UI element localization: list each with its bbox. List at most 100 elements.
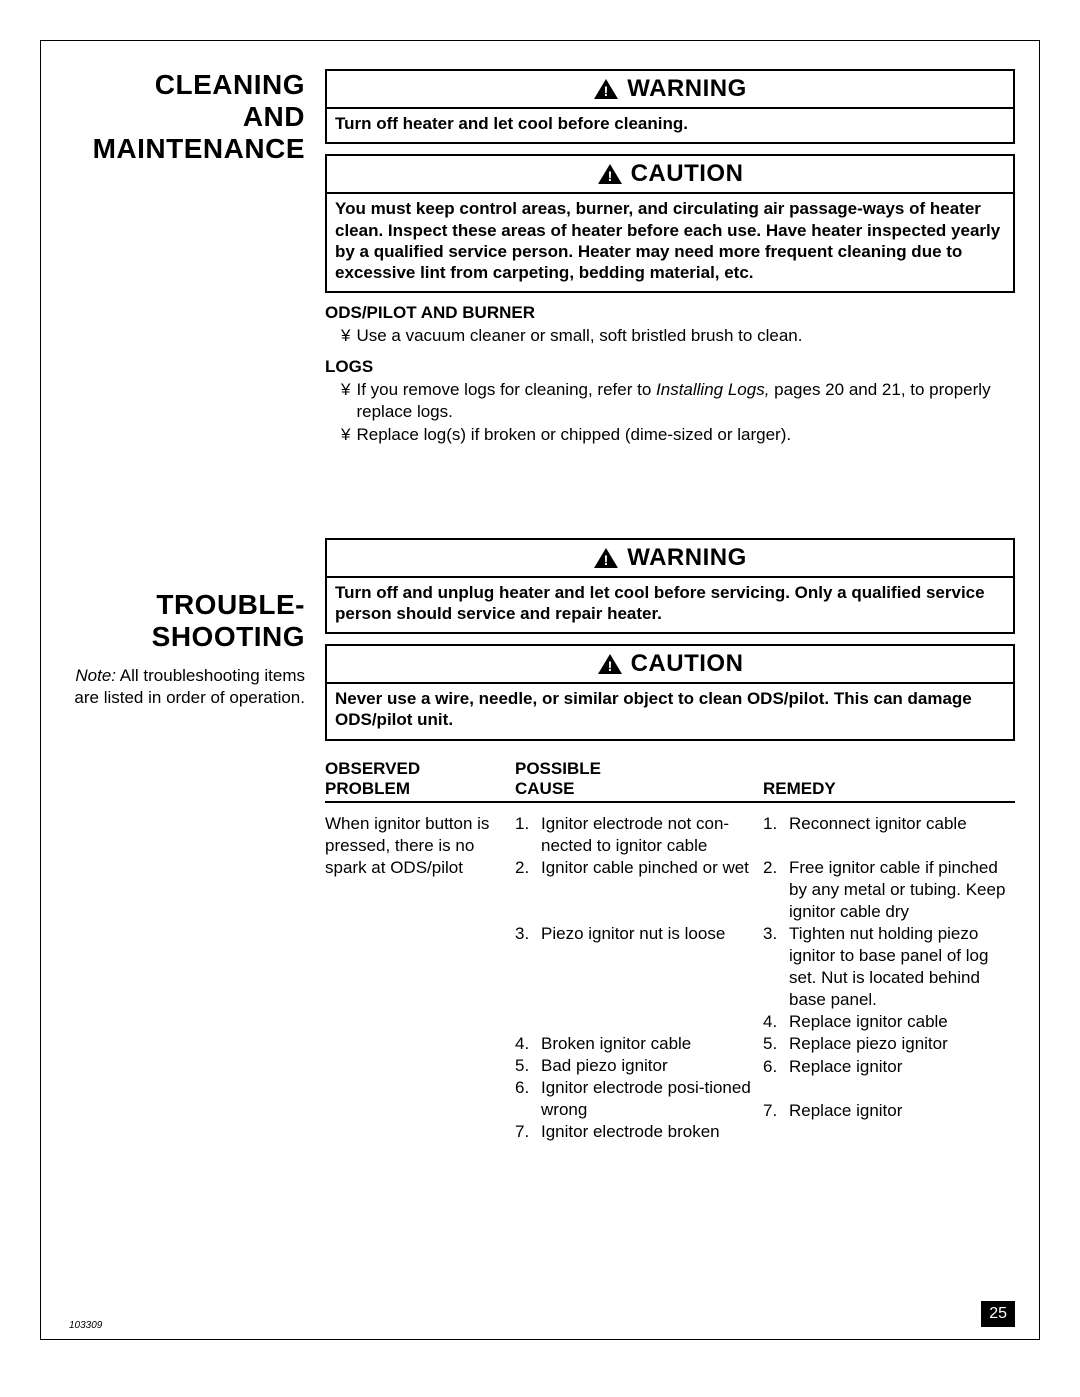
cause-text: Ignitor electrode not con-nected to igni… [541, 813, 763, 857]
remedy-text: Replace piezo ignitor [789, 1033, 1015, 1055]
ts-header-row: OBSERVED PROBLEM POSSIBLE CAUSE REMEDY [325, 759, 1015, 799]
remedy-text: Replace ignitor [789, 1056, 1015, 1078]
remedy-text: Free ignitor cable if pinched by any met… [789, 857, 1015, 923]
logs-bullets: ¥ If you remove logs for cleaning, refer… [325, 379, 1015, 445]
caution-body: Never use a wire, needle, or similar obj… [327, 684, 1013, 739]
warning-title: WARNING [627, 75, 747, 103]
section1-heading: CLEANING AND MAINTENANCE [65, 69, 305, 166]
cause-text: Ignitor electrode posi-tioned wrong [541, 1077, 763, 1121]
warning-triangle-icon: ! [593, 547, 619, 569]
cause-num: 7. [515, 1121, 537, 1143]
bullet-text: Replace log(s) if broken or chipped (dim… [356, 424, 1015, 446]
cause-row: 7.Ignitor electrode broken [515, 1121, 763, 1143]
warning-box-1: ! WARNING Turn off heater and let cool b… [325, 69, 1015, 144]
bullet-glyph: ¥ [341, 325, 350, 347]
warning-header: ! WARNING [327, 540, 1013, 578]
ts-header-col3: REMEDY [763, 759, 1015, 799]
note-prefix: Note: [75, 666, 116, 685]
caution-header: ! CAUTION [327, 156, 1013, 194]
cause-num: 4. [515, 1033, 537, 1055]
ts-remedies: 1.Reconnect ignitor cable 2.Free ignitor… [763, 813, 1015, 1144]
spacer [763, 835, 1015, 857]
caution-title: CAUTION [631, 650, 744, 678]
cause-row: 4.Broken ignitor cable [515, 1033, 763, 1055]
spacer [515, 879, 763, 923]
ts-h2b: CAUSE [515, 779, 763, 799]
spacer [515, 945, 763, 1033]
cause-text: Ignitor cable pinched or wet [541, 857, 763, 879]
ts-body: When ignitor button is pressed, there is… [325, 813, 1015, 1144]
svg-text:!: ! [607, 168, 612, 184]
cause-num: 5. [515, 1055, 537, 1077]
section-gap [325, 446, 1015, 538]
cause-num: 1. [515, 813, 537, 857]
cause-text: Bad piezo ignitor [541, 1055, 763, 1077]
warning-body: Turn off heater and let cool before clea… [327, 109, 1013, 142]
cause-num: 3. [515, 923, 537, 945]
remedy-num: 7. [763, 1100, 785, 1122]
right-column: ! WARNING Turn off heater and let cool b… [325, 69, 1015, 1329]
caution-header: ! CAUTION [327, 646, 1013, 684]
ts-h1a: OBSERVED [325, 759, 515, 779]
section2-left: TROUBLE- SHOOTING Note: All troubleshoot… [65, 589, 305, 708]
remedy-text: Replace ignitor cable [789, 1011, 1015, 1033]
remedy-text: Replace ignitor [789, 1100, 1015, 1122]
remedy-num: 5. [763, 1033, 785, 1055]
bullet-text: If you remove logs for cleaning, refer t… [356, 379, 1015, 423]
page: CLEANING AND MAINTENANCE TROUBLE- SHOOTI… [0, 0, 1080, 1397]
spacer [763, 1078, 1015, 1100]
remedy-num: 3. [763, 923, 785, 1011]
bullet-row: ¥ Use a vacuum cleaner or small, soft br… [341, 325, 1015, 347]
remedy-row: 4.Replace ignitor cable [763, 1011, 1015, 1033]
svg-text:!: ! [604, 83, 609, 99]
warning-title: WARNING [627, 544, 747, 572]
bullet-glyph: ¥ [341, 424, 350, 446]
cause-num: 6. [515, 1077, 537, 1121]
ods-bullets: ¥ Use a vacuum cleaner or small, soft br… [325, 325, 1015, 347]
section2-heading: TROUBLE- SHOOTING [65, 589, 305, 653]
ts-h2a: POSSIBLE [515, 759, 763, 779]
ts-header-col2: POSSIBLE CAUSE [515, 759, 763, 799]
remedy-row: 7.Replace ignitor [763, 1100, 1015, 1122]
cause-text: Broken ignitor cable [541, 1033, 763, 1055]
cause-row: 2.Ignitor cable pinched or wet [515, 857, 763, 879]
warning-triangle-icon: ! [597, 653, 623, 675]
remedy-row: 6.Replace ignitor [763, 1056, 1015, 1078]
bullet-glyph: ¥ [341, 379, 350, 423]
cause-row: 3.Piezo ignitor nut is loose [515, 923, 763, 945]
remedy-num: 6. [763, 1056, 785, 1078]
remedy-text: Tighten nut holding piezo ignitor to bas… [789, 923, 1015, 1011]
ts-rule [325, 801, 1015, 803]
ts-header-col1: OBSERVED PROBLEM [325, 759, 515, 799]
heading-line: CLEANING [65, 69, 305, 101]
warning-header: ! WARNING [327, 71, 1013, 109]
warning-triangle-icon: ! [597, 163, 623, 185]
caution-box-2: ! CAUTION Never use a wire, needle, or s… [325, 644, 1015, 741]
doc-id: 103309 [69, 1320, 102, 1331]
cause-text: Piezo ignitor nut is loose [541, 923, 763, 945]
caution-body: You must keep control areas, burner, and… [327, 194, 1013, 291]
caution-title: CAUTION [631, 160, 744, 188]
remedy-text: Reconnect ignitor cable [789, 813, 1015, 835]
ts-causes: 1.Ignitor electrode not con-nected to ig… [515, 813, 763, 1144]
ts-h1b: PROBLEM [325, 779, 515, 799]
caution-box-1: ! CAUTION You must keep control areas, b… [325, 154, 1015, 293]
section1-left: CLEANING AND MAINTENANCE [65, 69, 305, 589]
svg-text:!: ! [604, 552, 609, 568]
bullet-text-a: If you remove logs for cleaning, refer t… [356, 380, 656, 399]
heading-line: SHOOTING [65, 621, 305, 653]
cause-row: 6.Ignitor electrode posi-tioned wrong [515, 1077, 763, 1121]
ts-h3: REMEDY [763, 779, 1015, 799]
cause-row: 5.Bad piezo ignitor [515, 1055, 763, 1077]
remedy-row: 1.Reconnect ignitor cable [763, 813, 1015, 835]
remedy-row: 2.Free ignitor cable if pinched by any m… [763, 857, 1015, 923]
cause-row: 1.Ignitor electrode not con-nected to ig… [515, 813, 763, 857]
svg-text:!: ! [607, 658, 612, 674]
subheading-logs: LOGS [325, 357, 1015, 377]
bullet-row: ¥ If you remove logs for cleaning, refer… [341, 379, 1015, 423]
cause-text: Ignitor electrode broken [541, 1121, 763, 1143]
remedy-num: 2. [763, 857, 785, 923]
heading-line: MAINTENANCE [65, 133, 305, 165]
subheading-ods: ODS/PILOT AND BURNER [325, 303, 1015, 323]
section2-note: Note: All troubleshooting items are list… [65, 665, 305, 708]
